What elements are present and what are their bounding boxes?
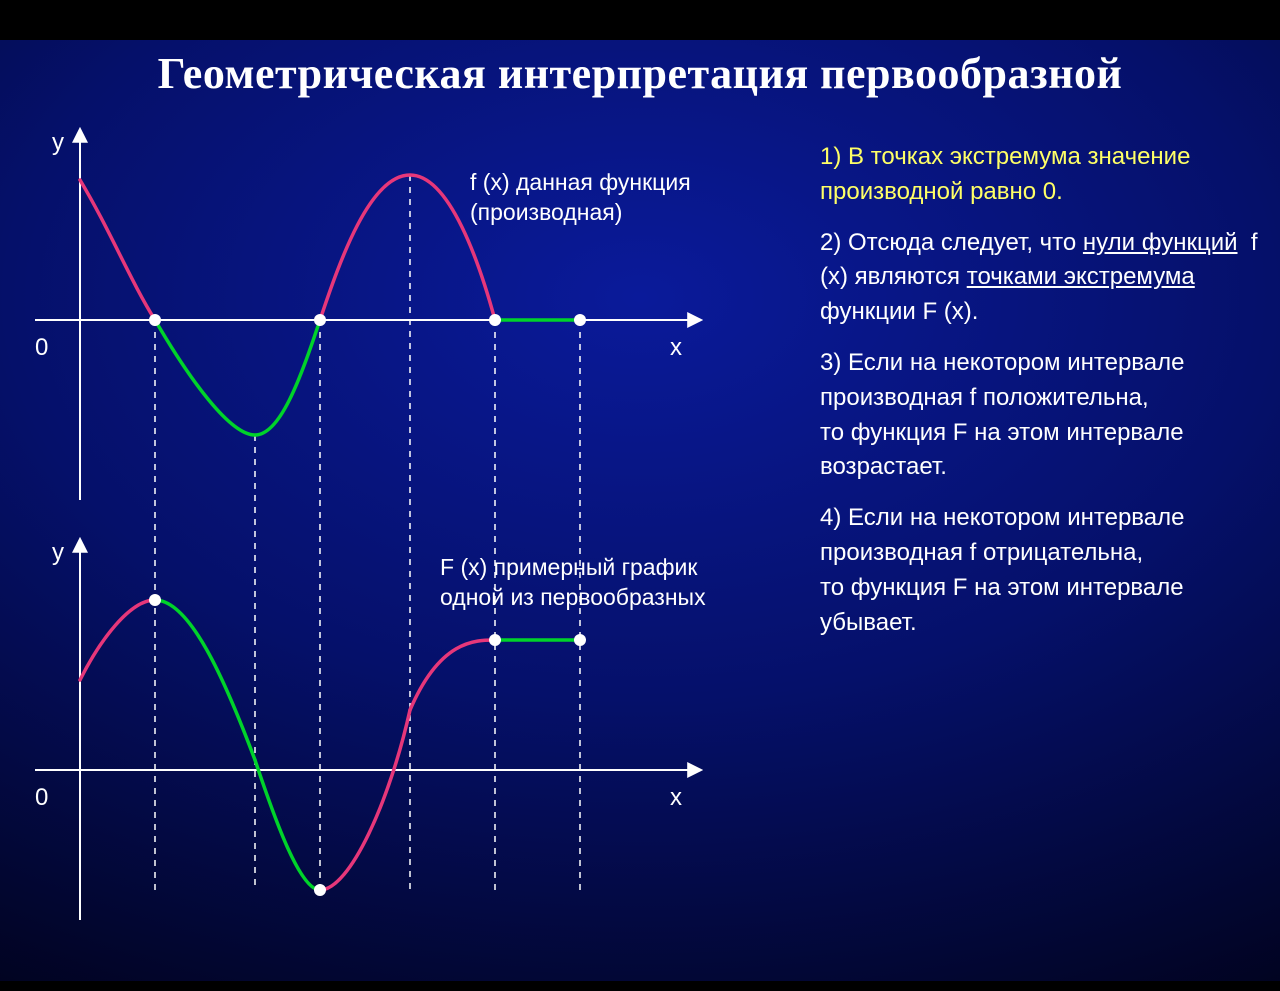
side-p3-body: Если на некотором интервале производная … bbox=[820, 349, 1184, 480]
side-p4-body: Если на некотором интервале производная … bbox=[820, 504, 1184, 635]
bigF-y-label: y bbox=[52, 539, 64, 566]
top-black-bar bbox=[0, 0, 1280, 40]
bigF-curve-seg bbox=[155, 600, 255, 760]
f-zero-point bbox=[314, 314, 326, 326]
f-curve-seg bbox=[320, 175, 495, 320]
bigF-x-label: x bbox=[670, 784, 682, 811]
bigF-curve-seg bbox=[320, 710, 410, 890]
f-zero-point bbox=[149, 314, 161, 326]
bottom-black-bar bbox=[0, 981, 1280, 991]
bigF-extremum-point bbox=[149, 594, 161, 606]
page-title: Геометрическая интерпретация первообразн… bbox=[0, 48, 1280, 99]
side-text: 1) В точках экстремума значение производ… bbox=[820, 140, 1260, 656]
side-p2: 2) Отсюда следует, что нули функций f (x… bbox=[820, 226, 1260, 330]
side-p2-body: Отсюда следует, что нули функций f (x) я… bbox=[820, 229, 1258, 326]
f-curve-seg bbox=[80, 180, 155, 320]
side-p4: 4) Если на некотором интервале производн… bbox=[820, 501, 1260, 640]
bigF-curve-seg bbox=[80, 600, 155, 680]
f-curve-seg bbox=[155, 320, 320, 435]
side-p3: 3) Если на некотором интервале производн… bbox=[820, 346, 1260, 485]
bigF-origin-label: 0 bbox=[35, 784, 48, 811]
bigF-extremum-point bbox=[314, 884, 326, 896]
side-p1-body: В точках экстремума значение производной… bbox=[820, 143, 1190, 205]
f-curve-label-2: (производная) bbox=[470, 199, 622, 225]
f-y-label: y bbox=[52, 129, 64, 156]
bigF-curve-seg bbox=[410, 640, 495, 710]
chart-area: y x 0 f (x) данная функция (производная) y x 0 F… bbox=[20, 120, 800, 970]
f-curve-label-1: f (x) данная функция bbox=[470, 169, 691, 195]
f-x-label: x bbox=[670, 334, 682, 361]
f-origin-label: 0 bbox=[35, 334, 48, 361]
bigF-extremum-point bbox=[489, 634, 501, 646]
f-zero-point bbox=[489, 314, 501, 326]
bigF-curve-label-2: одной из первообразных bbox=[440, 584, 706, 610]
side-p1: 1) В точках экстремума значение производ… bbox=[820, 140, 1260, 210]
bigF-curve-seg bbox=[255, 760, 320, 890]
f-zero-point bbox=[574, 314, 586, 326]
bigF-curve-label-1: F (x) примерный график bbox=[440, 554, 698, 580]
charts-svg: y x 0 f (x) данная функция (производная) y x 0 F… bbox=[20, 120, 800, 970]
bigF-extremum-point bbox=[574, 634, 586, 646]
